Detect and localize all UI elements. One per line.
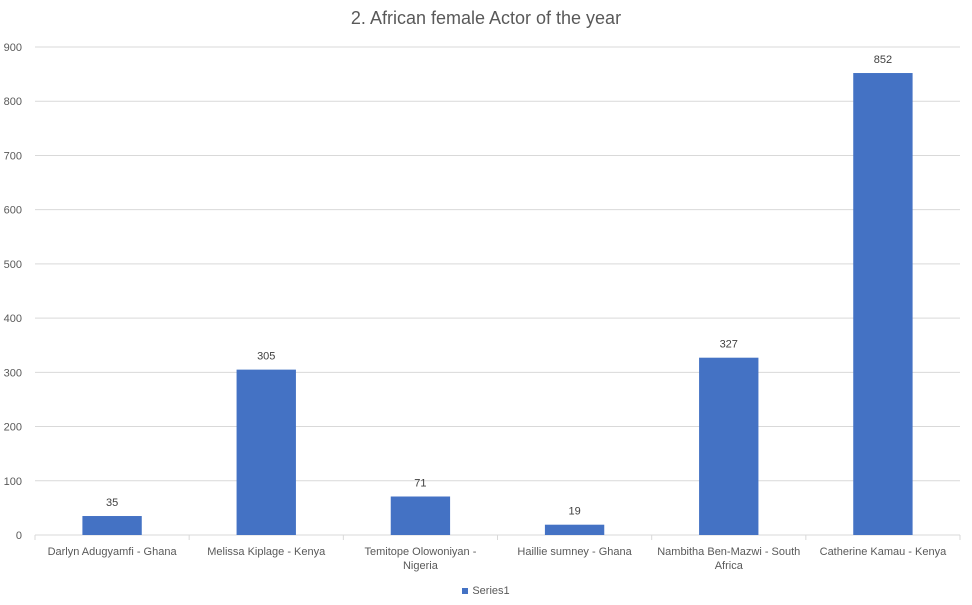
category-label: Darlyn Adugyamfi - Ghana — [48, 546, 178, 558]
y-tick-label: 900 — [4, 42, 22, 54]
category-label: Temitope Olowoniyan -Nigeria — [364, 546, 476, 572]
y-tick-label: 700 — [4, 150, 22, 162]
legend-label: Series1 — [472, 585, 510, 597]
y-tick-label: 200 — [4, 422, 22, 434]
category-label: Nambitha Ben-Mazwi - South Africa — [657, 546, 800, 572]
bar — [236, 369, 296, 535]
y-tick-label: 800 — [4, 96, 22, 108]
data-label: 71 — [414, 478, 426, 490]
data-label: 305 — [257, 351, 275, 363]
bar — [853, 73, 913, 535]
bar — [544, 524, 605, 535]
bar — [390, 496, 451, 535]
y-tick-label: 400 — [4, 313, 22, 325]
chart-title: 2. African female Actor of the year — [350, 8, 622, 28]
legend: Series1 — [0, 585, 972, 597]
data-label: 35 — [106, 497, 118, 509]
bar — [699, 357, 759, 535]
y-tick-label: 0 — [16, 530, 22, 542]
y-tick-label: 100 — [4, 476, 22, 488]
category-label: Haillie sumney - Ghana — [517, 546, 632, 558]
category-label: Catherine Kamau - Kenya — [820, 546, 947, 558]
y-tick-label: 300 — [4, 367, 22, 379]
y-tick-label: 500 — [4, 259, 22, 271]
data-label: 19 — [568, 506, 580, 518]
legend-swatch — [462, 588, 469, 595]
category-label: Melissa Kiplage - Kenya — [207, 546, 326, 558]
data-label: 852 — [874, 54, 892, 66]
data-label: 327 — [720, 339, 738, 351]
bar — [82, 516, 142, 535]
y-tick-label: 600 — [4, 205, 22, 217]
